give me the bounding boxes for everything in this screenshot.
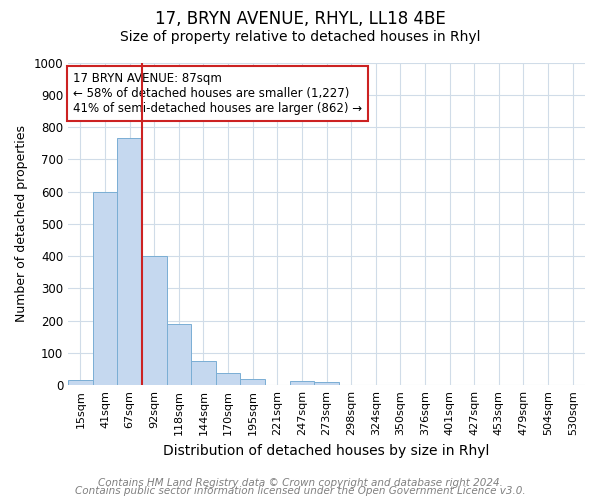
Bar <box>314 382 339 385</box>
Bar <box>241 380 265 385</box>
X-axis label: Distribution of detached houses by size in Rhyl: Distribution of detached houses by size … <box>163 444 490 458</box>
Bar <box>216 373 241 385</box>
Text: 17, BRYN AVENUE, RHYL, LL18 4BE: 17, BRYN AVENUE, RHYL, LL18 4BE <box>155 10 445 28</box>
Bar <box>68 380 92 385</box>
Bar <box>290 382 314 385</box>
Bar <box>92 192 117 385</box>
Text: Contains public sector information licensed under the Open Government Licence v3: Contains public sector information licen… <box>74 486 526 496</box>
Bar <box>117 138 142 385</box>
Bar <box>191 361 216 385</box>
Bar <box>167 324 191 385</box>
Bar <box>142 256 167 385</box>
Text: 17 BRYN AVENUE: 87sqm
← 58% of detached houses are smaller (1,227)
41% of semi-d: 17 BRYN AVENUE: 87sqm ← 58% of detached … <box>73 72 362 115</box>
Y-axis label: Number of detached properties: Number of detached properties <box>15 126 28 322</box>
Text: Contains HM Land Registry data © Crown copyright and database right 2024.: Contains HM Land Registry data © Crown c… <box>98 478 502 488</box>
Text: Size of property relative to detached houses in Rhyl: Size of property relative to detached ho… <box>120 30 480 44</box>
